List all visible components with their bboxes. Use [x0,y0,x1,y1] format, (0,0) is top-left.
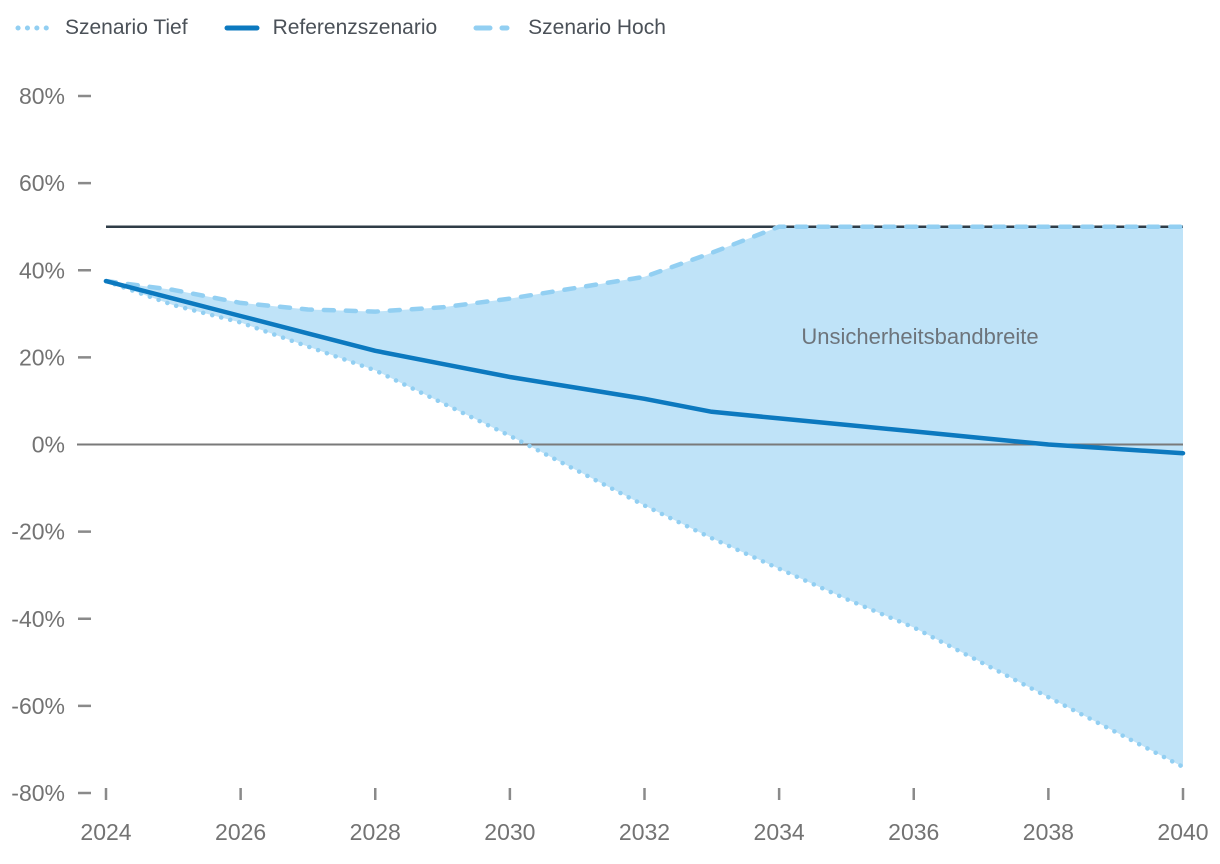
y-tick-label: 80% [19,83,65,109]
y-tick-label: 0% [32,432,65,458]
legend-label-szenario-tief: Szenario Tief [65,16,188,39]
x-tick-label: 2030 [484,819,535,845]
y-tick-label: -80% [11,780,65,806]
y-tick-label: -60% [11,693,65,719]
legend-label-referenzszenario: Referenzszenario [272,16,438,39]
x-tick-label: 2026 [215,819,266,845]
y-tick-label: 60% [19,170,65,196]
x-tick-label: 2034 [754,819,805,845]
legend-item-referenzszenario: Referenzszenario [224,14,438,42]
series-line-solid [103,278,1186,456]
x-tick-label: 2036 [888,819,939,845]
solid-line-swatch-icon [224,25,260,31]
legend-label-szenario-hoch: Szenario Hoch [528,16,666,39]
y-tick-label: 40% [19,257,65,283]
legend-item-szenario-tief: Szenario Tief [14,14,188,42]
x-tick-label: 2024 [80,819,131,845]
series-line-dashed [103,224,1186,314]
x-tick-label: 2028 [350,819,401,845]
x-tick-label: 2038 [1023,819,1074,845]
y-tick-label: 20% [19,344,65,370]
y-tick-label: -20% [11,519,65,545]
dotted-line-swatch-icon [15,25,52,31]
legend-item-szenario-hoch: Szenario Hoch [473,14,666,42]
legend: Szenario Tief Referenzszenario Szenario … [14,14,666,42]
x-tick-label: 2032 [619,819,670,845]
y-tick-label: -40% [11,606,65,632]
x-tick-label: 2040 [1157,819,1208,845]
series-line-dotted [103,278,1186,770]
dashed-line-swatch-icon [473,25,516,31]
uncertainty-band-area [106,226,1183,767]
